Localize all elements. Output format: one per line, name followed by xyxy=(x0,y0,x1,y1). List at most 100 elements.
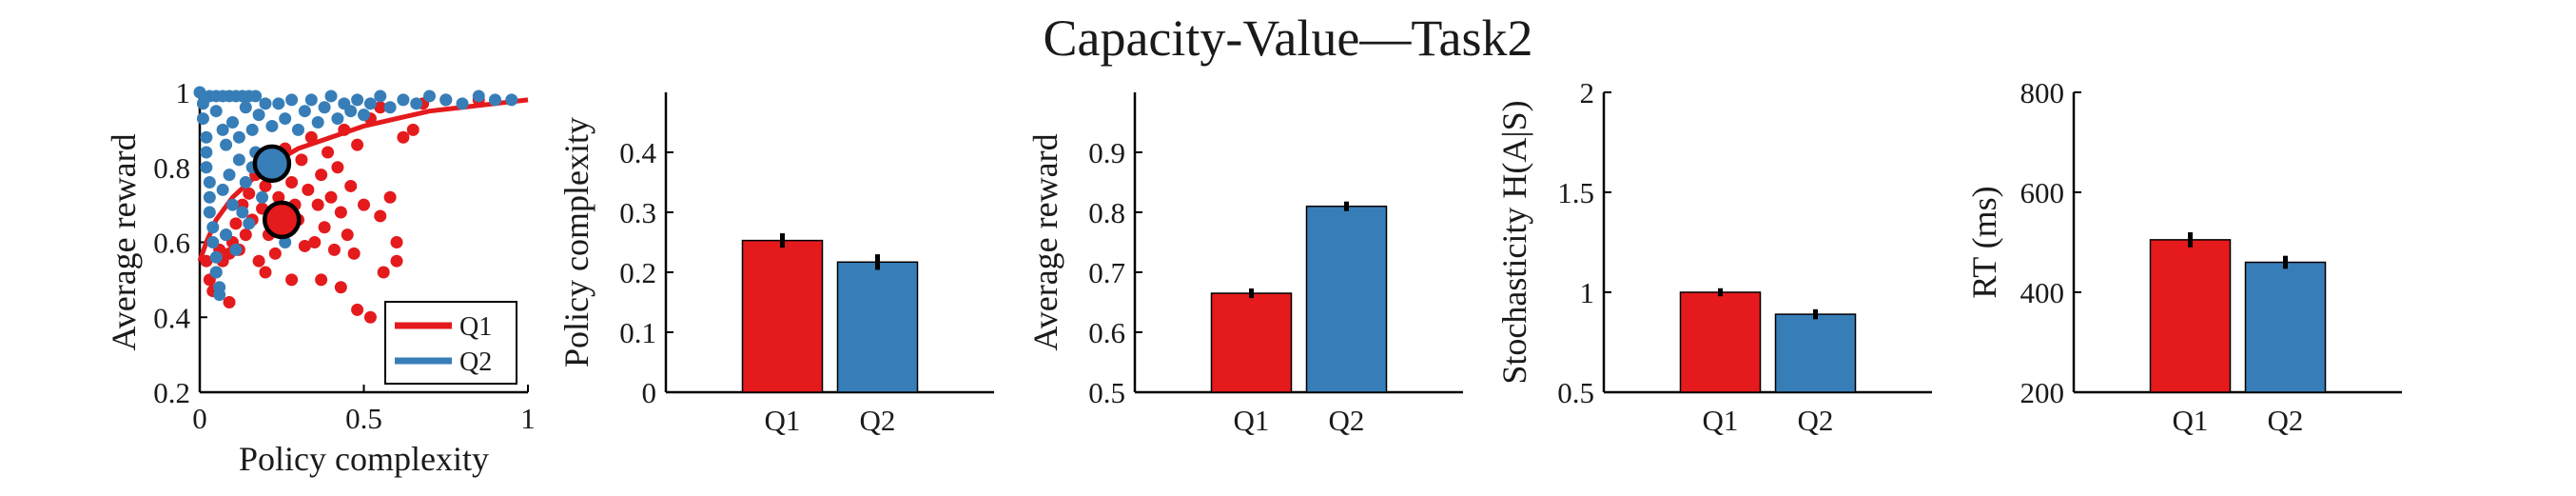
scatter-point-q1 xyxy=(295,153,308,167)
scatter-point-q2 xyxy=(220,138,233,151)
scatter-point-q1 xyxy=(377,266,390,279)
mean-marker xyxy=(263,200,302,240)
scatter-point-q2 xyxy=(232,153,245,167)
scatter-point-q1 xyxy=(259,266,272,279)
scatter-point-q1 xyxy=(390,254,403,268)
scatter-point-q2 xyxy=(249,89,263,103)
scatter-point-q1 xyxy=(223,296,236,308)
bar-q2 xyxy=(2244,261,2327,393)
scatter-point-q1 xyxy=(334,281,347,294)
scatter-point-q1 xyxy=(338,123,351,136)
scatter-point-q2 xyxy=(397,93,410,107)
scatter-point-q2 xyxy=(200,161,213,174)
y-axis-label: Average reward xyxy=(105,133,143,350)
scatter-point-q1 xyxy=(308,236,322,248)
scatter-point-q2 xyxy=(236,206,249,219)
scatter-point-q2 xyxy=(196,112,209,126)
y-tick-label: 400 xyxy=(2020,276,2065,309)
scatter-point-q1 xyxy=(268,247,282,260)
scatter-point-q1 xyxy=(239,228,252,242)
scatter-point-q1 xyxy=(252,254,265,268)
scatter-point-q2 xyxy=(383,101,397,114)
scatter-point-q1 xyxy=(285,273,299,287)
x-tick-label: 0 xyxy=(192,402,207,435)
y-axis-label: Stochasticity H(A|S) xyxy=(1495,100,1533,384)
scatter-point-q2 xyxy=(209,250,223,264)
y-tick-label: 0.9 xyxy=(1088,136,1125,169)
scatter-point-q1 xyxy=(285,176,299,188)
scatter-point-q1 xyxy=(272,190,285,204)
x-tick-label: Q1 xyxy=(1234,404,1270,437)
y-tick-label: 0.5 xyxy=(1557,376,1594,409)
scatter-point-q1 xyxy=(315,169,328,182)
scatter-point-q2 xyxy=(439,93,453,107)
scatter-point-q1 xyxy=(200,254,213,268)
scatter-point-q2 xyxy=(229,243,243,256)
legend-box xyxy=(384,301,517,385)
y-tick-label: 0.8 xyxy=(1088,196,1125,229)
scatter-point-q2 xyxy=(423,89,436,103)
scatter-point-q2 xyxy=(489,93,501,107)
y-tick-label: 2 xyxy=(1580,76,1595,109)
y-tick-label: 0.5 xyxy=(1088,376,1125,409)
scatter-point-q2 xyxy=(456,97,469,110)
scatter-point-q2 xyxy=(252,109,265,122)
scatter-point-q2 xyxy=(232,130,245,144)
y-tick-label: 1 xyxy=(1580,276,1595,309)
y-tick-label: 0.2 xyxy=(619,256,656,289)
scatter-point-q2 xyxy=(203,176,216,188)
scatter-point-q2 xyxy=(265,119,279,132)
scatter-point-q1 xyxy=(229,217,243,230)
scatter-point-q2 xyxy=(292,123,304,136)
scatter-point-q1 xyxy=(327,243,341,256)
scatter-point-q2 xyxy=(279,236,292,248)
legend-label: Q2 xyxy=(459,347,492,377)
scatter-point-q2 xyxy=(209,105,223,118)
scatter-point-q2 xyxy=(279,112,292,126)
panel-5: 200 400 600 800 RT (ms) Q1 Q2 xyxy=(1965,76,2402,437)
y-tick-label: 1 xyxy=(176,76,191,109)
scatter-point-q2 xyxy=(206,236,220,248)
x-tick-label: Q1 xyxy=(2173,404,2209,437)
scatter-point-q2 xyxy=(374,89,387,103)
bar-q1 xyxy=(2149,239,2232,393)
scatter-point-q1 xyxy=(259,179,272,192)
scatter-point-q2 xyxy=(311,116,324,129)
x-tick-label: Q2 xyxy=(1798,404,1834,437)
mean-marker xyxy=(252,144,292,184)
scatter-point-q2 xyxy=(200,146,213,159)
scatter-point-q1 xyxy=(298,239,311,252)
scatter-point-q1 xyxy=(383,190,397,204)
scatter-point-q1 xyxy=(347,247,361,260)
scatter-point-q2 xyxy=(206,221,220,234)
scatter-point-q2 xyxy=(203,206,216,219)
scatter-point-q1 xyxy=(315,273,328,287)
scatter-point-q1 xyxy=(322,146,335,159)
scatter-point-q2 xyxy=(226,198,239,211)
scatter-point-q2 xyxy=(243,217,256,230)
scatter-point-q2 xyxy=(245,123,259,136)
scatter-point-q2 xyxy=(331,112,344,126)
y-tick-label: 200 xyxy=(2020,376,2065,409)
bar-q1 xyxy=(741,239,824,393)
x-tick-label: Q2 xyxy=(2268,404,2304,437)
panel-1: 0.2 0.4 0.6 0.8 1 Average reward 0 0.5 1 Policy c… xyxy=(105,76,536,478)
y-axis-label: Policy complexity xyxy=(557,117,595,367)
scatter-point-q1 xyxy=(358,198,370,211)
scatter-point-q1 xyxy=(324,190,338,204)
scatter-point-q2 xyxy=(363,97,377,110)
y-tick-label: 0.6 xyxy=(153,227,190,260)
scatter-point-q2 xyxy=(239,101,252,114)
x-tick-label: 0.5 xyxy=(345,402,382,435)
x-tick-label: Q1 xyxy=(1703,404,1739,437)
scatter-point-q2 xyxy=(358,109,370,122)
scatter-point-q2 xyxy=(203,190,216,204)
scatter-point-q2 xyxy=(472,89,485,103)
scatter-point-q2 xyxy=(193,86,206,99)
scatter-point-q1 xyxy=(304,130,318,144)
x-tick-label: Q2 xyxy=(1329,404,1365,437)
scatter-point-q2 xyxy=(298,105,311,118)
scatter-point-q2 xyxy=(220,228,233,242)
